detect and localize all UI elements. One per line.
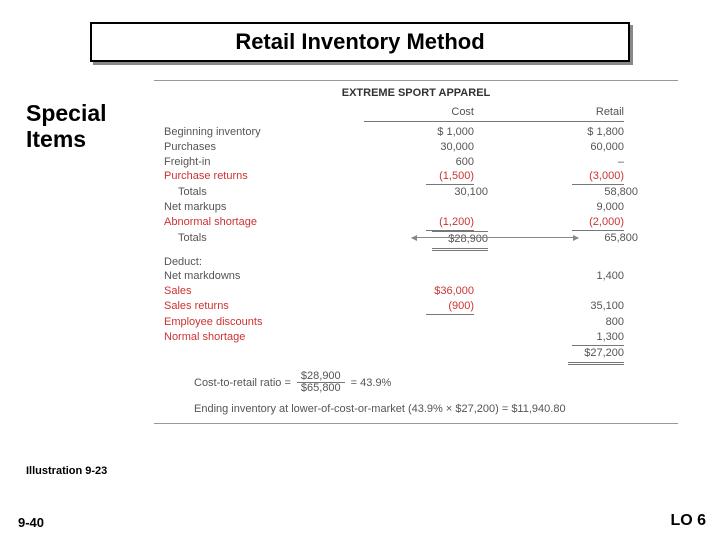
special-line1: Special [26,100,107,126]
row-normal-shortage: Normal shortage 1,300 [164,330,668,346]
header-retail: Retail [596,106,624,118]
header-cost: Cost [451,106,474,118]
special-items-heading: Special Items [26,100,107,153]
inventory-figure: EXTREME SPORT APPAREL Cost Retail Beginn… [154,80,678,424]
column-headers: Cost Retail [164,105,668,122]
ending-inventory-calc: Ending inventory at lower-of-cost-or-mar… [164,403,668,415]
learning-objective: LO 6 [670,512,706,530]
cost-to-retail-ratio: Cost-to-retail ratio = $28,900 $65,800 =… [164,371,668,395]
row-freight-in: Freight-in 600 – [164,155,668,170]
title-banner: Retail Inventory Method [90,22,630,62]
row-deduct: Deduct: [164,255,668,270]
row-sales: Sales $36,000 [164,284,668,299]
row-net-markdowns: Net markdowns 1,400 [164,269,668,284]
ratio-label: Cost-to-retail ratio = [194,377,291,389]
arrow-icon [412,237,578,238]
illustration-label: Illustration 9-23 [26,465,107,477]
row-beginning-inventory: Beginning inventory $ 1,000 $ 1,800 [164,125,668,140]
page-title: Retail Inventory Method [235,29,484,55]
row-purchase-returns: Purchase returns (1,500) (3,000) [164,169,668,185]
row-totals-1: Totals 30,100 58,800 [164,185,668,200]
special-line2: Items [26,126,107,152]
row-purchases: Purchases 30,000 60,000 [164,140,668,155]
ratio-fraction: $28,900 $65,800 [297,371,345,395]
row-abnormal-shortage: Abnormal shortage (1,200) (2,000) [164,215,668,231]
row-totals-2: Totals $28,900 65,800 [164,231,668,251]
row-net-markups: Net markups 9,000 [164,200,668,215]
page-number: 9-40 [18,515,44,530]
row-employee-discounts: Employee discounts 800 [164,315,668,330]
company-name: EXTREME SPORT APPAREL [164,87,668,99]
ratio-result: = 43.9% [351,377,392,389]
row-ending-retail: $27,200 [164,346,668,365]
row-sales-returns: Sales returns (900) 35,100 [164,299,668,315]
